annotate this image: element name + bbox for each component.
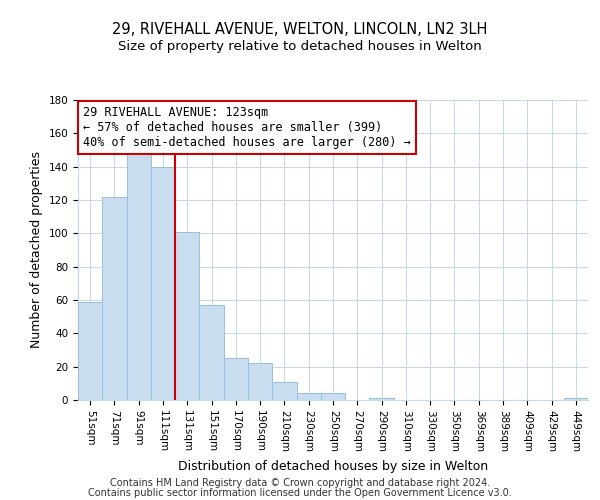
Bar bbox=[272, 382, 296, 400]
Bar bbox=[175, 232, 199, 400]
Bar bbox=[248, 364, 272, 400]
Text: Contains HM Land Registry data © Crown copyright and database right 2024.: Contains HM Land Registry data © Crown c… bbox=[110, 478, 490, 488]
Bar bbox=[151, 166, 175, 400]
Bar bbox=[370, 398, 394, 400]
Text: Contains public sector information licensed under the Open Government Licence v3: Contains public sector information licen… bbox=[88, 488, 512, 498]
Bar bbox=[564, 398, 588, 400]
Bar bbox=[321, 394, 345, 400]
Y-axis label: Number of detached properties: Number of detached properties bbox=[30, 152, 43, 348]
Bar bbox=[296, 394, 321, 400]
Bar bbox=[102, 196, 127, 400]
Bar bbox=[224, 358, 248, 400]
Bar bbox=[78, 302, 102, 400]
X-axis label: Distribution of detached houses by size in Welton: Distribution of detached houses by size … bbox=[178, 460, 488, 473]
Text: 29 RIVEHALL AVENUE: 123sqm
← 57% of detached houses are smaller (399)
40% of sem: 29 RIVEHALL AVENUE: 123sqm ← 57% of deta… bbox=[83, 106, 411, 149]
Bar bbox=[127, 150, 151, 400]
Text: 29, RIVEHALL AVENUE, WELTON, LINCOLN, LN2 3LH: 29, RIVEHALL AVENUE, WELTON, LINCOLN, LN… bbox=[112, 22, 488, 38]
Text: Size of property relative to detached houses in Welton: Size of property relative to detached ho… bbox=[118, 40, 482, 53]
Bar bbox=[199, 305, 224, 400]
